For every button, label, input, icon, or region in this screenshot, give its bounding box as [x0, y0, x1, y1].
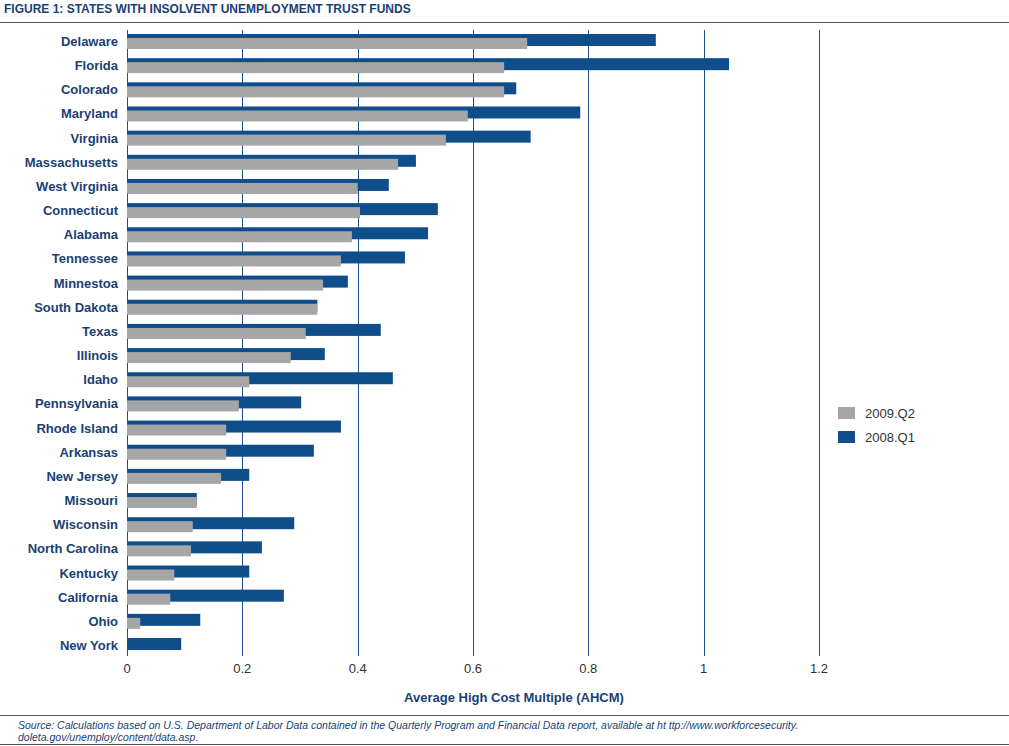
bar — [127, 159, 398, 170]
bar — [127, 521, 193, 532]
category-label: Ohio — [88, 614, 118, 629]
category-label: Colorado — [61, 82, 118, 97]
category-label: South Dakota — [34, 300, 119, 315]
rule — [0, 715, 1009, 716]
source-note: doleta.gov/unemploy/content/data.asp. — [18, 731, 198, 743]
legend-swatch — [838, 407, 855, 419]
bar — [127, 110, 468, 121]
category-label: New York — [60, 638, 119, 653]
legend-swatch — [838, 431, 855, 443]
rule — [0, 744, 1009, 745]
bar — [127, 400, 239, 411]
category-label: Missouri — [65, 493, 118, 508]
bar — [127, 328, 306, 339]
grid-line — [127, 30, 128, 656]
bar — [127, 135, 446, 146]
category-label: California — [58, 590, 119, 605]
bar — [127, 38, 527, 49]
bar — [127, 638, 181, 650]
bar — [127, 231, 352, 242]
bar — [127, 618, 140, 629]
category-label: Florida — [75, 58, 119, 73]
bar — [127, 207, 360, 218]
bars — [127, 34, 729, 650]
category-label: Delaware — [61, 34, 118, 49]
bar — [127, 642, 128, 653]
tick-label: 1 — [700, 661, 707, 676]
tick-label: 0.8 — [579, 661, 597, 676]
bar — [127, 183, 358, 194]
bar — [127, 497, 197, 508]
category-label: Wisconsin — [53, 517, 118, 532]
bar — [127, 255, 341, 266]
bar — [127, 594, 170, 605]
category-label: Idaho — [83, 372, 118, 387]
chart: FIGURE 1: STATES WITH INSOLVENT UNEMPLOY… — [0, 0, 1009, 746]
bar — [127, 304, 317, 315]
tick-label: 0.2 — [233, 661, 251, 676]
grid-line — [704, 30, 705, 656]
legend-label: 2009.Q2 — [865, 406, 915, 421]
title: FIGURE 1: STATES WITH INSOLVENT UNEMPLOY… — [4, 2, 411, 16]
bar — [127, 425, 226, 436]
tick-label: 0.4 — [349, 661, 367, 676]
category-label: Maryland — [61, 106, 118, 121]
bar — [127, 473, 221, 484]
tick-label: 0.6 — [464, 661, 482, 676]
grid-line — [473, 30, 474, 656]
bar — [127, 62, 504, 73]
category-label: Kentucky — [59, 566, 118, 581]
axis-label: Average High Cost Multiple (AHCM) — [404, 690, 624, 705]
bar — [127, 352, 291, 363]
source-note: Source: Calculations based on U.S. Depar… — [18, 719, 798, 731]
category-label: Minnestoa — [54, 276, 119, 291]
bar — [127, 86, 504, 97]
grid-line — [242, 30, 243, 656]
category-label: Connecticut — [43, 203, 119, 218]
bar — [127, 449, 226, 460]
category-label: Tennessee — [52, 251, 118, 266]
legend-label: 2008.Q1 — [865, 430, 915, 445]
bar — [127, 280, 323, 291]
tick-label: 0 — [123, 661, 130, 676]
category-label: Massachusetts — [25, 155, 118, 170]
category-label: Pennsylvania — [35, 396, 119, 411]
category-label: Texas — [82, 324, 118, 339]
rule — [0, 22, 1009, 23]
category-label: Alabama — [64, 227, 119, 242]
category-label: Illinois — [77, 348, 118, 363]
category-label: Arkansas — [59, 445, 118, 460]
grid-line — [819, 30, 820, 656]
bar — [127, 570, 174, 581]
grid-line — [358, 30, 359, 656]
bar — [127, 376, 249, 387]
category-label: North Carolina — [28, 541, 119, 556]
category-label: Rhode Island — [36, 421, 118, 436]
category-label: Virginia — [71, 131, 119, 146]
grid-line — [588, 30, 589, 656]
category-label: West Virginia — [36, 179, 119, 194]
category-label: New Jersey — [46, 469, 118, 484]
bar — [127, 545, 191, 556]
tick-label: 1.2 — [810, 661, 828, 676]
